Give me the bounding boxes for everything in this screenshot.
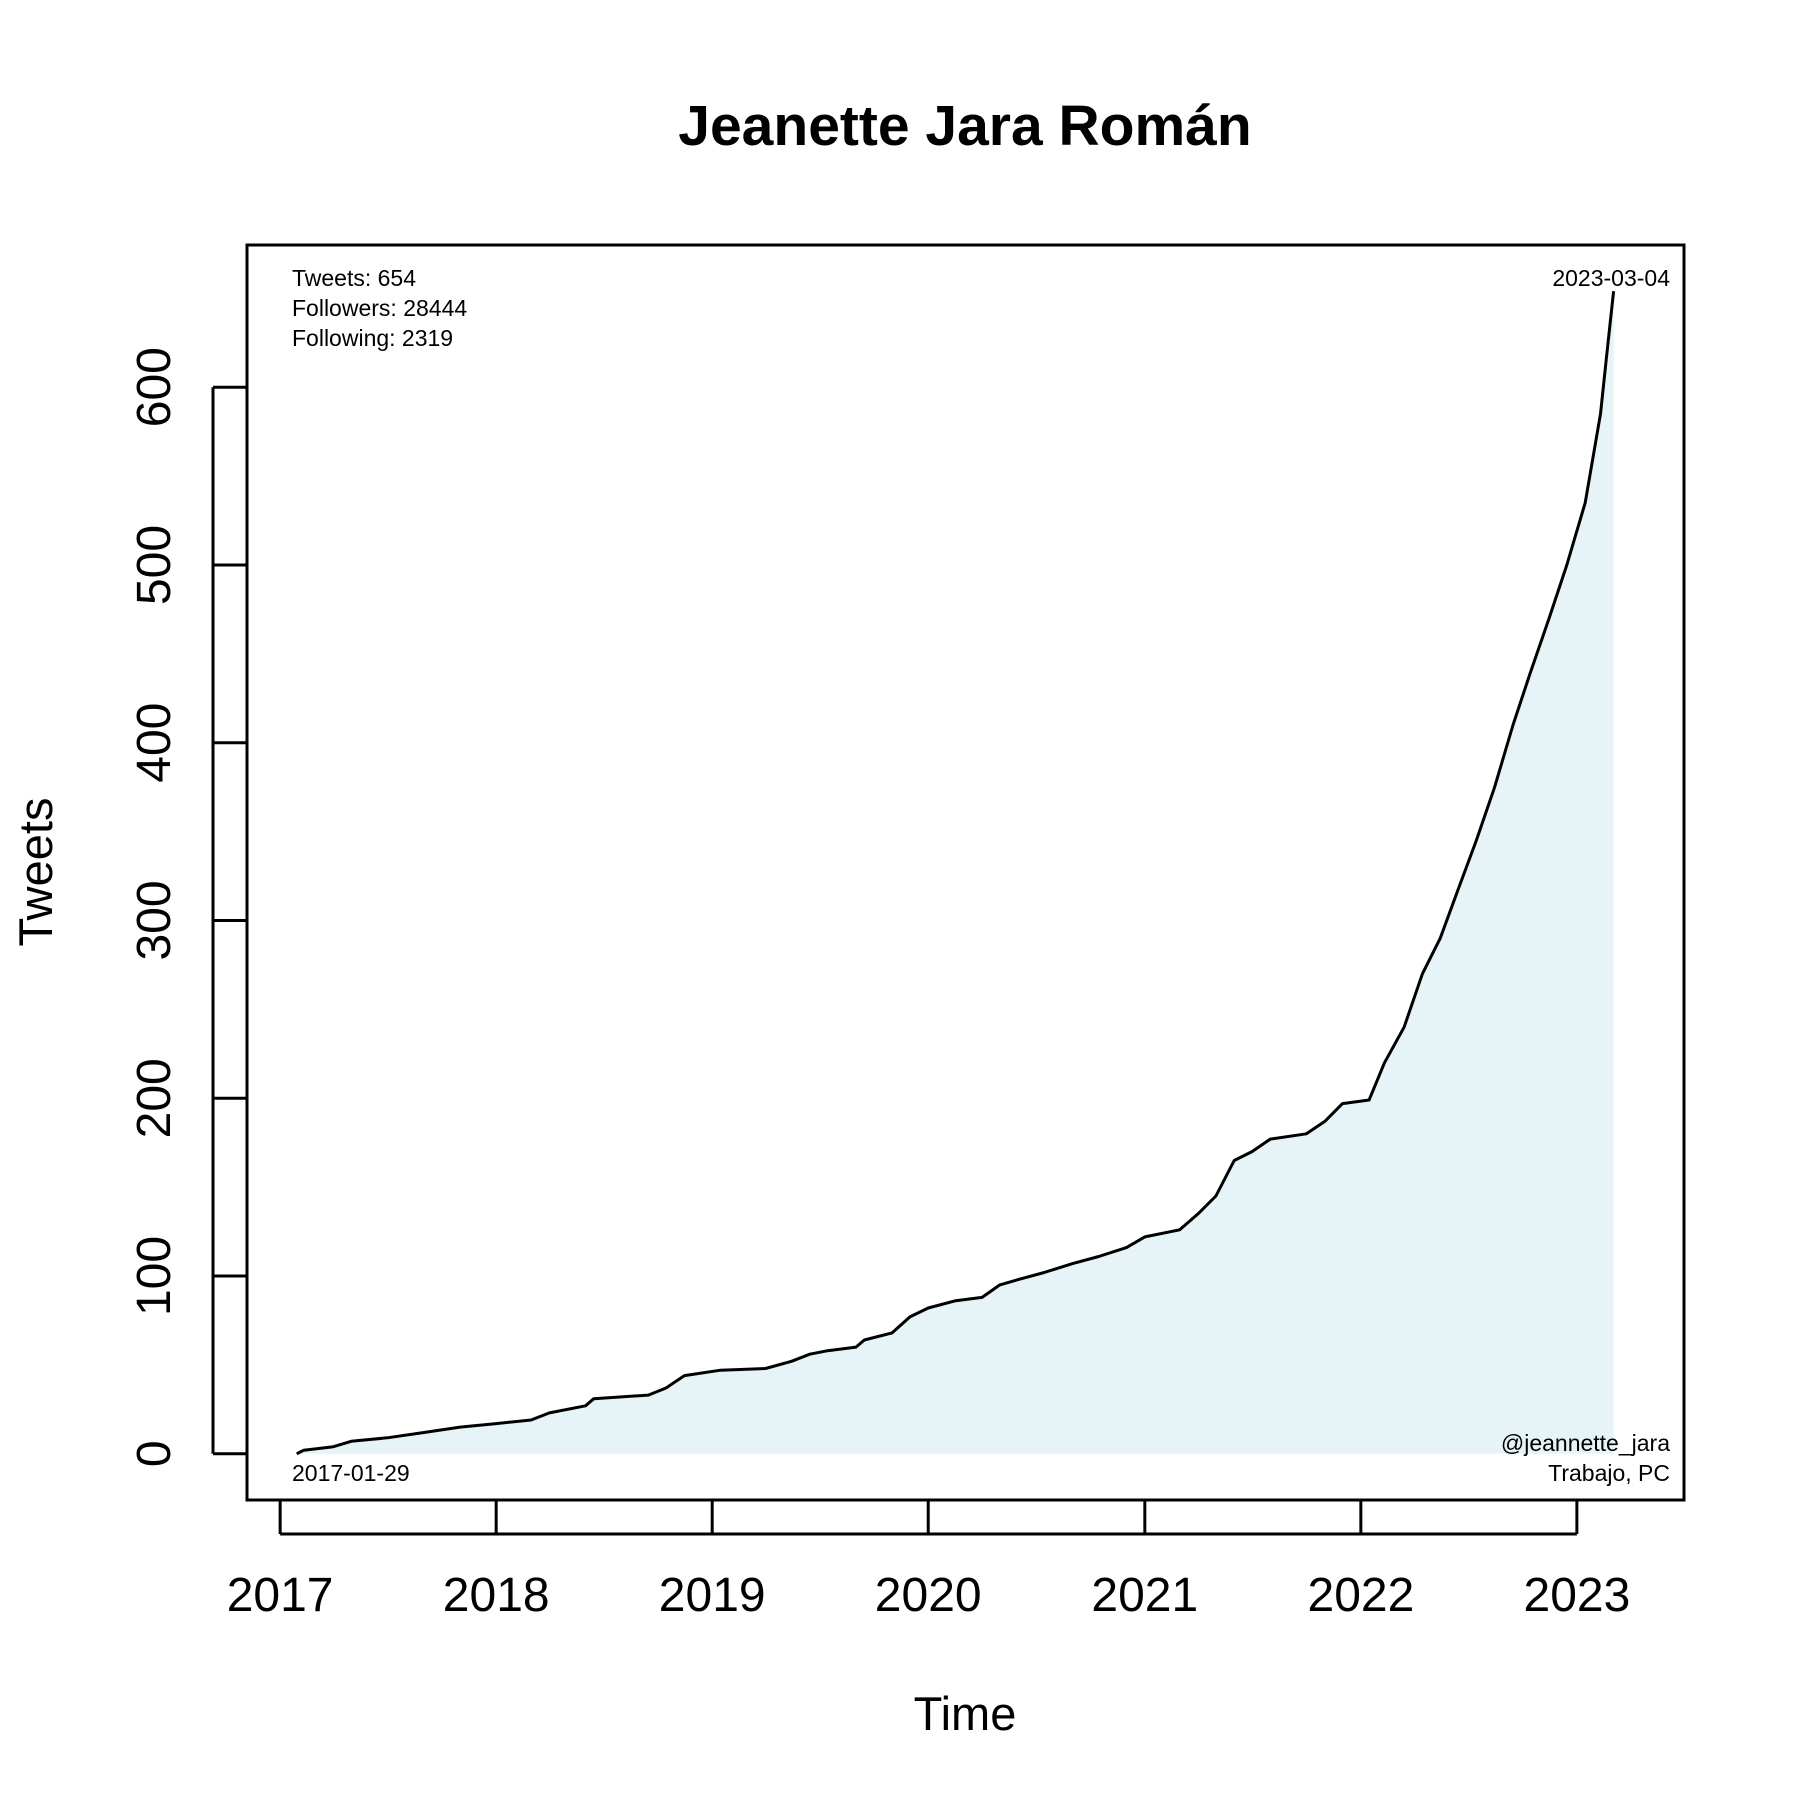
y-tick-label: 0 xyxy=(128,1440,181,1467)
end-date-label: 2023-03-04 xyxy=(1552,265,1670,291)
stat-following: Following: 2319 xyxy=(292,325,453,351)
start-date-label: 2017-01-29 xyxy=(292,1460,410,1486)
affiliation-label: Trabajo, PC xyxy=(1548,1460,1670,1486)
cumulative-area-fill xyxy=(296,291,1614,1454)
y-tick-label: 300 xyxy=(128,880,181,960)
chart-title: Jeanette Jara Román xyxy=(678,94,1251,158)
y-tick-label: 500 xyxy=(128,525,181,605)
y-tick-label: 400 xyxy=(128,703,181,783)
x-tick-label: 2018 xyxy=(443,1569,550,1622)
y-axis: 0 100 200 300 400 500 600 xyxy=(128,347,247,1467)
handle-label: @jeannette_jara xyxy=(1501,1430,1670,1456)
stat-tweets: Tweets: 654 xyxy=(292,265,416,291)
cumulative-tweets-line xyxy=(296,291,1616,1456)
plot-frame xyxy=(245,243,1686,1502)
x-axis-label: Time xyxy=(914,1687,1017,1740)
y-tick-label: 200 xyxy=(128,1058,181,1138)
x-tick-label: 2020 xyxy=(875,1569,982,1622)
y-tick-label: 100 xyxy=(128,1236,181,1316)
x-axis: 2017 2018 2019 2020 2021 2022 2023 xyxy=(227,1500,1631,1622)
x-tick-label: 2021 xyxy=(1091,1569,1198,1622)
y-axis-label: Tweets xyxy=(9,798,62,947)
x-tick-label: 2017 xyxy=(227,1569,334,1622)
stat-followers: Followers: 28444 xyxy=(292,295,467,321)
y-tick-label: 600 xyxy=(128,347,181,427)
x-tick-label: 2023 xyxy=(1524,1569,1631,1622)
x-tick-label: 2019 xyxy=(659,1569,766,1622)
x-tick-label: 2022 xyxy=(1308,1569,1415,1622)
plot-area xyxy=(296,291,1616,1456)
